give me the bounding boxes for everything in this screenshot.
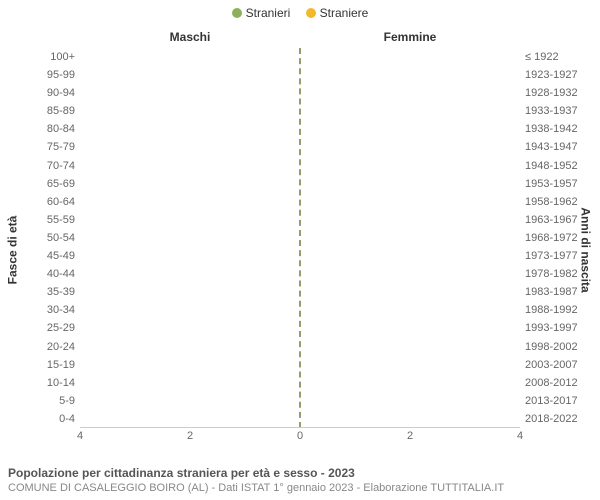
pyramid-row: 30-341988-1992	[80, 301, 520, 319]
x-tick: 4	[517, 430, 523, 442]
pyramid-row: 50-541968-1972	[80, 229, 520, 247]
y-axis-left-label: Fasce di età	[5, 216, 19, 285]
top-label-female: Femmine	[300, 30, 520, 44]
birth-label: 1988-1992	[525, 301, 578, 319]
y-axis-right: Anni di nascita	[580, 0, 598, 500]
pyramid-row: 10-142008-2012	[80, 374, 520, 392]
age-label: 30-34	[47, 301, 75, 319]
birth-label: 1993-1997	[525, 319, 578, 337]
birth-label: 2008-2012	[525, 374, 578, 392]
birth-label: 1973-1977	[525, 247, 578, 265]
age-label: 70-74	[47, 157, 75, 175]
birth-label: 1943-1947	[525, 138, 578, 156]
x-tick: 0	[297, 430, 303, 442]
pyramid-row: 25-291993-1997	[80, 319, 520, 337]
legend-item-male: Stranieri	[232, 6, 291, 20]
legend-item-female: Straniere	[306, 6, 369, 20]
pyramid-row: 65-691953-1957	[80, 175, 520, 193]
age-label: 65-69	[47, 175, 75, 193]
pyramid-row: 70-741948-1952	[80, 157, 520, 175]
age-label: 75-79	[47, 138, 75, 156]
age-label: 95-99	[47, 66, 75, 84]
caption: Popolazione per cittadinanza straniera p…	[8, 466, 592, 494]
birth-label: 1938-1942	[525, 120, 578, 138]
pyramid-row: 85-891933-1937	[80, 102, 520, 120]
x-tick: 2	[407, 430, 413, 442]
caption-subtitle: COMUNE DI CASALEGGIO BOIRO (AL) - Dati I…	[8, 482, 592, 494]
age-label: 50-54	[47, 229, 75, 247]
age-label: 80-84	[47, 120, 75, 138]
age-label: 60-64	[47, 193, 75, 211]
x-tick: 4	[77, 430, 83, 442]
age-label: 15-19	[47, 356, 75, 374]
y-axis-right-label: Anni di nascita	[578, 207, 592, 292]
birth-label: 1968-1972	[525, 229, 578, 247]
x-tick: 2	[187, 430, 193, 442]
pyramid-row: 15-192003-2007	[80, 356, 520, 374]
age-label: 10-14	[47, 374, 75, 392]
birth-label: 2013-2017	[525, 392, 578, 410]
birth-label: 1953-1957	[525, 175, 578, 193]
age-label: 40-44	[47, 265, 75, 283]
pyramid-row: 55-591963-1967	[80, 211, 520, 229]
birth-label: 1998-2002	[525, 338, 578, 356]
pyramid-row: 80-841938-1942	[80, 120, 520, 138]
birth-label: 1983-1987	[525, 283, 578, 301]
plot-area: 100+≤ 192295-991923-192790-941928-193285…	[80, 48, 520, 428]
pyramid-row: 40-441978-1982	[80, 265, 520, 283]
age-label: 25-29	[47, 319, 75, 337]
birth-label: 1978-1982	[525, 265, 578, 283]
birth-label: 2018-2022	[525, 410, 578, 428]
pyramid-row: 45-491973-1977	[80, 247, 520, 265]
birth-label: 1933-1937	[525, 102, 578, 120]
pyramid-row: 35-391983-1987	[80, 283, 520, 301]
pyramid-row: 90-941928-1932	[80, 84, 520, 102]
birth-label: 2003-2007	[525, 356, 578, 374]
caption-title: Popolazione per cittadinanza straniera p…	[8, 466, 592, 480]
age-label: 100+	[50, 48, 75, 66]
pyramid-row: 75-791943-1947	[80, 138, 520, 156]
birth-label: 1958-1962	[525, 193, 578, 211]
legend-label-female: Straniere	[320, 6, 369, 20]
legend-label-male: Stranieri	[246, 6, 291, 20]
legend-dot-female	[306, 8, 316, 18]
birth-label: ≤ 1922	[525, 48, 559, 66]
pyramid-row: 0-42018-2022	[80, 410, 520, 428]
age-label: 5-9	[59, 392, 75, 410]
x-axis-line	[80, 427, 520, 428]
pyramid-row: 5-92013-2017	[80, 392, 520, 410]
chart-container: Stranieri Straniere Maschi Femmine Fasce…	[0, 0, 600, 500]
pyramid-row: 95-991923-1927	[80, 66, 520, 84]
pyramid-row: 20-241998-2002	[80, 338, 520, 356]
birth-label: 1923-1927	[525, 66, 578, 84]
x-axis: 4 2 0 2 4	[80, 430, 520, 446]
age-label: 20-24	[47, 338, 75, 356]
birth-label: 1948-1952	[525, 157, 578, 175]
pyramid-row: 100+≤ 1922	[80, 48, 520, 66]
top-labels: Maschi Femmine	[80, 30, 520, 48]
birth-label: 1963-1967	[525, 211, 578, 229]
age-label: 90-94	[47, 84, 75, 102]
birth-label: 1928-1932	[525, 84, 578, 102]
age-label: 55-59	[47, 211, 75, 229]
age-label: 45-49	[47, 247, 75, 265]
age-label: 85-89	[47, 102, 75, 120]
top-label-male: Maschi	[80, 30, 300, 44]
pyramid-row: 60-641958-1962	[80, 193, 520, 211]
legend-dot-male	[232, 8, 242, 18]
age-label: 0-4	[59, 410, 75, 428]
age-label: 35-39	[47, 283, 75, 301]
legend: Stranieri Straniere	[0, 6, 600, 21]
y-axis-left: Fasce di età	[2, 0, 20, 500]
